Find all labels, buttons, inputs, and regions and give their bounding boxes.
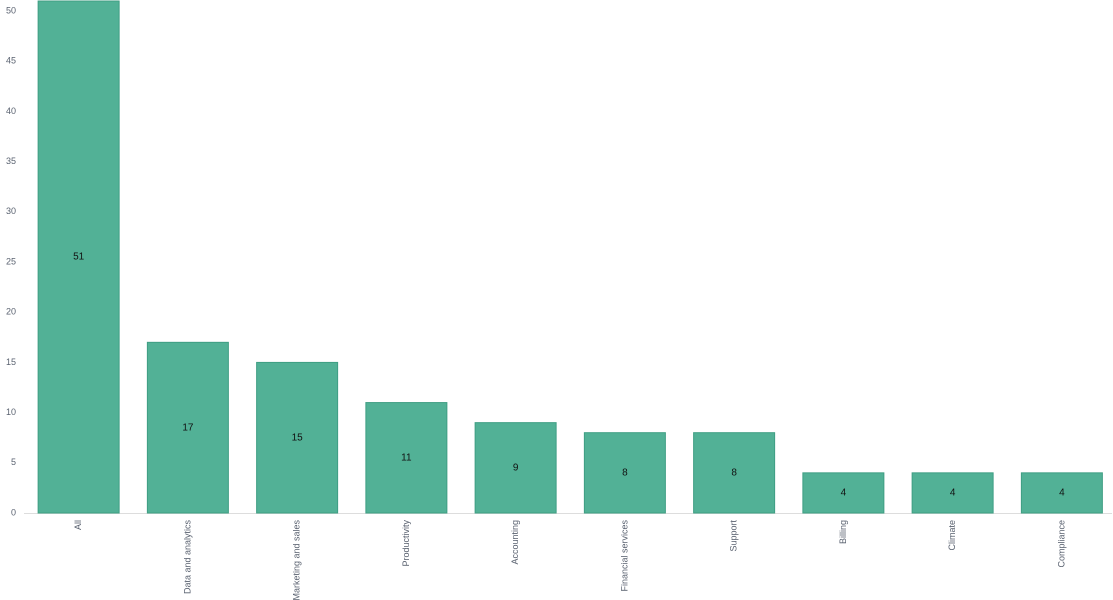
data-label: 11 bbox=[401, 452, 412, 463]
bar bbox=[802, 472, 885, 514]
bar bbox=[146, 341, 229, 514]
data-label: 9 bbox=[513, 462, 519, 473]
bar bbox=[911, 472, 994, 514]
bar bbox=[37, 0, 120, 514]
y-tick-label: 20 bbox=[6, 307, 16, 317]
bar bbox=[1020, 472, 1103, 514]
y-tick-label: 30 bbox=[6, 206, 16, 216]
x-tick-label: Support bbox=[729, 520, 739, 552]
bar bbox=[256, 361, 339, 514]
x-tick-label: Billing bbox=[838, 520, 848, 544]
data-label: 15 bbox=[292, 432, 304, 443]
data-label: 8 bbox=[622, 467, 628, 478]
data-label: 4 bbox=[950, 488, 956, 499]
data-label: 17 bbox=[182, 422, 194, 433]
y-tick-label: 40 bbox=[6, 106, 16, 116]
data-label: 51 bbox=[73, 252, 85, 263]
x-tick-label: Marketing and sales bbox=[292, 520, 302, 600]
y-tick-label: 10 bbox=[6, 407, 16, 417]
bar bbox=[474, 422, 557, 514]
data-label: 8 bbox=[731, 467, 737, 478]
x-tick-label: Productivity bbox=[401, 520, 411, 567]
x-tick-label: Data and analytics bbox=[182, 520, 192, 595]
y-tick-label: 50 bbox=[6, 5, 16, 15]
data-label: 4 bbox=[1059, 488, 1065, 499]
y-tick-label: 45 bbox=[6, 56, 16, 66]
bar bbox=[693, 432, 776, 514]
x-tick-label: All bbox=[73, 520, 83, 530]
bar bbox=[365, 402, 448, 514]
y-tick-label: 5 bbox=[11, 457, 16, 467]
y-tick-label: 0 bbox=[11, 507, 16, 517]
x-tick-label: Financial services bbox=[619, 520, 629, 592]
x-tick-label: Climate bbox=[947, 520, 957, 551]
x-tick-label: Compliance bbox=[1056, 520, 1066, 568]
y-tick-label: 35 bbox=[6, 156, 16, 166]
x-tick-label: Accounting bbox=[510, 520, 520, 565]
y-tick-label: 25 bbox=[6, 256, 16, 266]
bar bbox=[583, 432, 666, 514]
data-label: 4 bbox=[841, 488, 847, 499]
y-tick-label: 15 bbox=[6, 357, 16, 367]
